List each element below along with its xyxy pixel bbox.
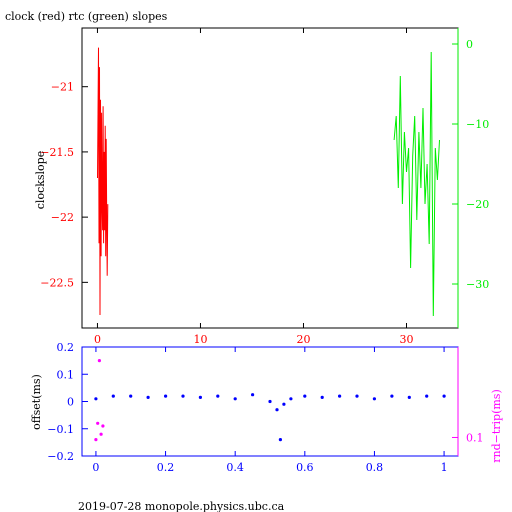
data-point-offset xyxy=(181,394,185,398)
top-y2-tick-label: 0 xyxy=(466,38,473,51)
top-y-tick-label: −22 xyxy=(51,211,74,224)
bottom-x-tick-label: 0.6 xyxy=(296,461,314,474)
data-point-offset xyxy=(251,393,255,397)
data-point-offset xyxy=(268,399,272,404)
top-panel: 0 10 20 30 −21 −21.5 −22 −22.5 0 −10 −20 −30 cloc… xyxy=(34,27,489,346)
bottom-x-tick-label: 0.4 xyxy=(226,461,244,474)
bottom-y-tick-label: 0.1 xyxy=(57,368,75,381)
top-y-tick-label: −21 xyxy=(51,81,74,94)
data-point-roundtrip xyxy=(97,359,101,363)
bottom-y2-tick-label: 0.1 xyxy=(466,431,484,444)
top-y-tick-label: −22.5 xyxy=(40,276,74,289)
top-x-tick-label: 20 xyxy=(296,333,310,346)
top-y-axis-label: clockslope xyxy=(34,151,47,209)
data-point-offset xyxy=(372,397,376,401)
data-point-offset xyxy=(282,402,286,406)
top-y-ticks: −21 −21.5 −22 −22.5 xyxy=(40,81,88,289)
bottom-y-ticks: 0.2 0.1 0 −0.1 −0.2 xyxy=(47,341,88,463)
bottom-y-axis-label: offset(ms) xyxy=(30,374,43,430)
data-point-offset xyxy=(275,408,279,412)
data-point-offset xyxy=(146,395,150,399)
bottom-x-tick-label: 0 xyxy=(92,461,99,474)
bottom-y-tick-label: 0.2 xyxy=(57,341,75,354)
series-line-clock xyxy=(97,47,109,316)
bottom-x-tick-label: 1 xyxy=(441,461,448,474)
data-point-offset xyxy=(442,394,446,398)
series-points-offset xyxy=(94,393,446,442)
bottom-series xyxy=(94,359,446,442)
data-point-roundtrip xyxy=(99,432,103,436)
bottom-x-tick-label: 0.8 xyxy=(366,461,384,474)
data-point-offset xyxy=(407,395,411,399)
bottom-panel: 0 0.2 0.4 0.6 0.8 1 0.2 0.1 0 −0.1 −0.2 0.1 offse… xyxy=(30,341,503,474)
top-x-tick-label: 0 xyxy=(94,333,101,346)
data-point-offset xyxy=(216,394,220,398)
data-point-roundtrip xyxy=(101,424,105,428)
series-line-rtc xyxy=(393,51,440,317)
top-y-tick-label: −21.5 xyxy=(40,146,74,159)
data-point-offset xyxy=(129,394,133,398)
top-y2-tick-label: −20 xyxy=(466,198,489,211)
series-points-roundtrip xyxy=(94,359,105,442)
bottom-y-tick-label: −0.1 xyxy=(47,423,74,436)
top-x-tick-label: 30 xyxy=(399,333,413,346)
data-point-offset xyxy=(320,395,324,399)
data-point-offset xyxy=(390,394,394,398)
top-x-ticks: 0 10 20 30 xyxy=(94,28,413,346)
bottom-y-tick-label: −0.2 xyxy=(47,450,74,463)
data-point-offset xyxy=(233,397,237,401)
data-point-offset xyxy=(198,395,202,399)
bottom-y-tick-label: 0 xyxy=(67,396,74,409)
data-point-offset xyxy=(355,394,359,398)
data-point-offset xyxy=(111,394,115,398)
top-y2-tick-label: −30 xyxy=(466,278,489,291)
data-point-roundtrip xyxy=(96,421,100,425)
bottom-x-tick-label: 0.2 xyxy=(157,461,175,474)
top-x-tick-label: 10 xyxy=(193,333,207,346)
bottom-y2-axis-label: rnd−trip(ms) xyxy=(490,389,503,463)
data-point-offset xyxy=(94,397,98,401)
top-y2-tick-label: −10 xyxy=(466,118,489,131)
top-series xyxy=(97,47,440,317)
top-y2-ticks: 0 −10 −20 −30 xyxy=(452,38,489,291)
chart-title: clock (red) rtc (green) slopes xyxy=(5,10,168,23)
data-point-offset xyxy=(164,394,168,398)
data-point-roundtrip xyxy=(94,438,98,442)
data-point-offset xyxy=(289,397,293,401)
bottom-x-ticks: 0 0.2 0.4 0.6 0.8 1 xyxy=(92,347,448,474)
data-point-offset xyxy=(303,394,307,398)
data-point-offset xyxy=(338,394,342,398)
bottom-y2-ticks: 0.1 xyxy=(452,431,484,444)
data-point-offset xyxy=(425,394,429,398)
data-point-offset xyxy=(278,438,282,442)
footer-text: 2019-07-28 monopole.physics.ubc.ca xyxy=(78,500,285,512)
